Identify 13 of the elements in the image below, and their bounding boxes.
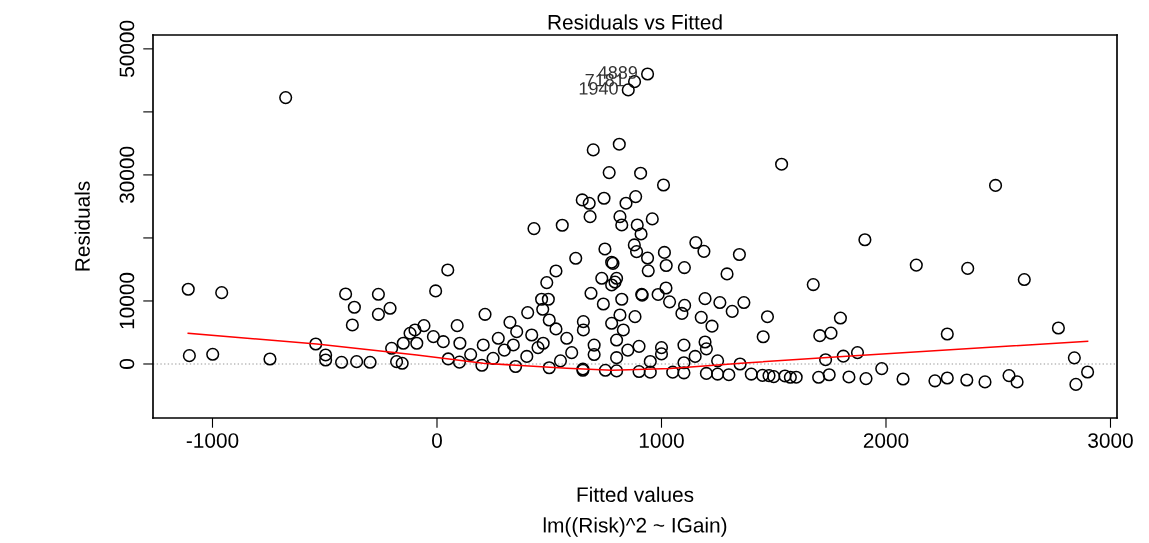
- x-tick-label: 0: [432, 433, 442, 448]
- y-tick-label: 10000: [119, 272, 135, 329]
- text: lm((Risk)^2 ~ IGain): [543, 517, 727, 537]
- x-tick-label: 2000: [863, 433, 909, 448]
- y-axis-title: Residuals: [74, 181, 90, 271]
- y-tick-label: 0: [119, 359, 135, 369]
- x-tick-label: 1000: [639, 433, 684, 448]
- x-tick-label: 3000: [1088, 433, 1133, 448]
- y-tick-label: 30000: [119, 146, 135, 204]
- x-tick-label: -1000: [186, 433, 239, 448]
- x-axis-title: Fitted values: [577, 486, 694, 503]
- y-tick-label: 50000: [119, 20, 135, 77]
- chart-title: Residuals vs Fitted: [548, 14, 722, 30]
